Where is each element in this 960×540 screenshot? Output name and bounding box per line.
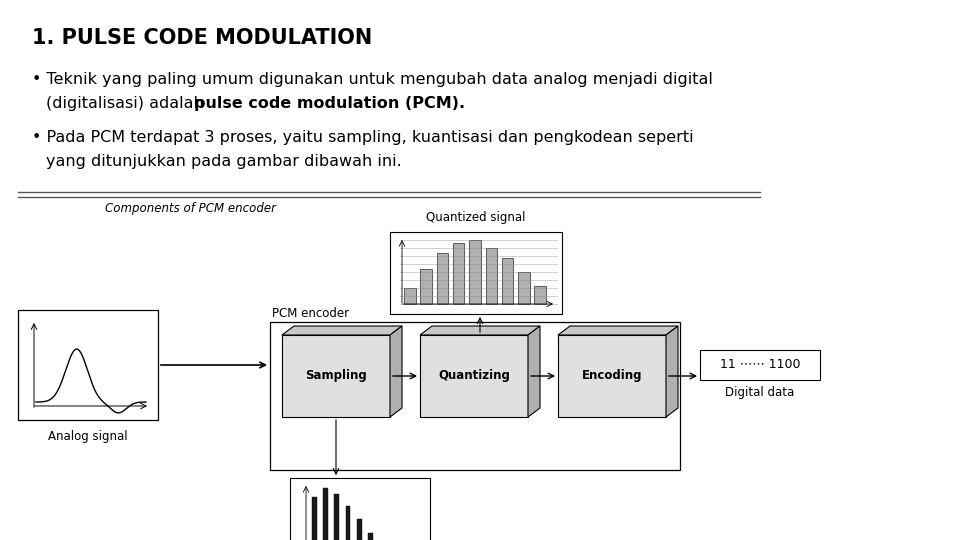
Text: Quantizing: Quantizing	[438, 369, 510, 382]
Bar	[390, 232, 562, 314]
Text: Components of PCM encoder: Components of PCM encoder	[105, 202, 276, 215]
Polygon shape	[558, 326, 678, 335]
Bar	[420, 269, 432, 304]
Bar	[270, 322, 680, 470]
Text: • Pada PCM terdapat 3 proses, yaitu sampling, kuantisasi dan pengkodean seperti: • Pada PCM terdapat 3 proses, yaitu samp…	[32, 130, 694, 145]
Bar	[290, 478, 430, 540]
Text: (digitalisasi) adalah: (digitalisasi) adalah	[46, 96, 209, 111]
Bar	[346, 506, 350, 540]
Bar	[404, 288, 416, 304]
Bar	[357, 519, 362, 540]
Text: pulse code modulation (PCM).: pulse code modulation (PCM).	[194, 96, 466, 111]
Bar	[469, 240, 481, 304]
Bar	[502, 258, 514, 304]
Polygon shape	[420, 335, 528, 417]
Bar	[535, 286, 546, 304]
Polygon shape	[558, 335, 666, 417]
Bar	[700, 350, 820, 380]
Text: yang ditunjukkan pada gambar dibawah ini.: yang ditunjukkan pada gambar dibawah ini…	[46, 154, 401, 169]
Polygon shape	[666, 326, 678, 417]
Text: Digital data: Digital data	[726, 386, 795, 399]
Text: • Teknik yang paling umum digunakan untuk mengubah data analog menjadi digital: • Teknik yang paling umum digunakan untu…	[32, 72, 713, 87]
Bar	[453, 243, 465, 304]
Bar	[334, 494, 339, 540]
Text: Quantized signal: Quantized signal	[426, 211, 526, 224]
Polygon shape	[528, 326, 540, 417]
Text: Sampling: Sampling	[305, 369, 367, 382]
Text: PCM encoder: PCM encoder	[272, 307, 349, 320]
Bar	[312, 497, 317, 540]
Text: Analog signal: Analog signal	[48, 430, 128, 443]
Polygon shape	[420, 326, 540, 335]
Text: 11 ⋯⋯ 1100: 11 ⋯⋯ 1100	[720, 359, 801, 372]
Polygon shape	[282, 326, 402, 335]
Bar	[324, 488, 328, 540]
Text: 1. PULSE CODE MODULATION: 1. PULSE CODE MODULATION	[32, 28, 372, 48]
Text: Encoding: Encoding	[582, 369, 642, 382]
Polygon shape	[390, 326, 402, 417]
Bar	[368, 533, 372, 540]
Bar	[18, 310, 158, 420]
Polygon shape	[282, 335, 390, 417]
Bar	[518, 272, 530, 304]
Bar	[486, 248, 497, 304]
Bar	[437, 253, 448, 304]
